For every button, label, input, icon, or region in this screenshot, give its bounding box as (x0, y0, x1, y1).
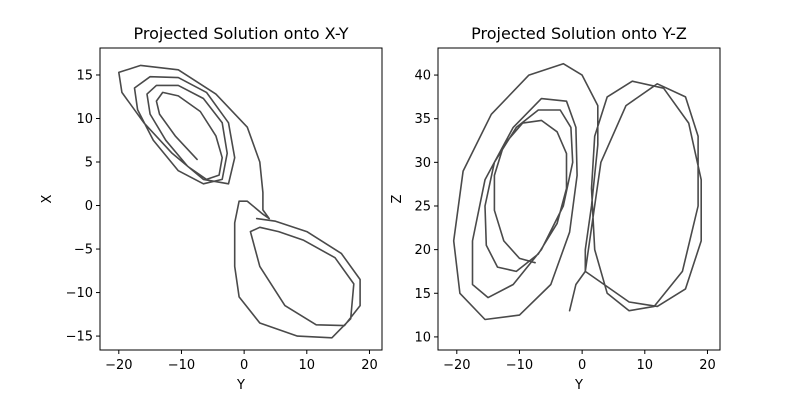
subplot-yz-y-tick-label: 30 (414, 156, 431, 171)
subplot-xy-y-tick-label: −10 (66, 286, 93, 301)
subplot-xy-axes-frame (99, 47, 383, 351)
subplot-xy-x-tick-label: −20 (105, 358, 132, 373)
subplot-xy-x-tick-label: 0 (240, 358, 248, 373)
subplot-yz-x-tick-label: 0 (578, 358, 586, 373)
subplot-yz-x-tick-label: 20 (699, 358, 716, 373)
subplot-xy-series-line (118, 64, 361, 339)
subplot-yz-y-tick-label: 35 (414, 112, 431, 127)
subplot-xy-x-tick-label: 20 (361, 358, 378, 373)
subplot-yz-y-tick-label: 40 (414, 69, 431, 84)
subplot-xy-y-tick-label: −5 (74, 243, 93, 258)
subplot-xy-plot-area (99, 47, 383, 351)
subplot-yz-title: Projected Solution onto Y-Z (471, 24, 687, 43)
subplot-xy-title: Projected Solution onto X-Y (134, 24, 349, 43)
subplot-yz-plot-area (437, 47, 721, 351)
subplot-xy-y-axis-label: X (40, 194, 55, 203)
subplot-yz: Projected Solution onto Y-Z −20 −10 0 10 20 … (390, 24, 721, 393)
subplot-xy: Projected Solution onto X-Y −20 −10 0 10 20 … (40, 24, 383, 393)
subplot-xy-x-axis-label: Y (236, 378, 245, 393)
subplot-yz-y-tick-label: 15 (414, 287, 431, 302)
subplot-yz-x-ticks: −20 −10 0 10 20 (443, 350, 716, 373)
subplot-xy-y-tick-label: −15 (66, 330, 93, 345)
subplot-yz-y-tick-label: 10 (414, 330, 431, 345)
subplot-xy-y-tick-label: 0 (85, 199, 93, 214)
subplot-yz-y-axis-label: Z (390, 194, 405, 203)
subplot-xy-y-tick-label: 10 (76, 112, 93, 127)
subplot-yz-series-line (452, 62, 702, 321)
subplot-xy-x-tick-label: −10 (168, 358, 195, 373)
subplot-yz-x-axis-label: Y (574, 378, 583, 393)
subplot-xy-y-tick-label: 5 (85, 156, 93, 171)
subplot-yz-x-tick-label: −20 (443, 358, 470, 373)
subplot-yz-axes-frame (437, 47, 721, 351)
subplot-xy-x-tick-label: 10 (299, 358, 316, 373)
subplot-xy-y-ticks: −15 −10 −5 0 5 10 15 (66, 68, 100, 345)
subplot-yz-x-tick-label: −10 (506, 358, 533, 373)
subplot-yz-y-tick-label: 20 (414, 243, 431, 258)
subplot-yz-x-tick-label: 10 (637, 358, 654, 373)
subplot-yz-y-tick-label: 25 (414, 199, 431, 214)
subplot-xy-y-tick-label: 15 (76, 68, 93, 83)
subplot-yz-y-ticks: 10 15 20 25 30 35 40 (414, 69, 438, 345)
subplot-xy-x-ticks: −20 −10 0 10 20 (105, 350, 378, 373)
